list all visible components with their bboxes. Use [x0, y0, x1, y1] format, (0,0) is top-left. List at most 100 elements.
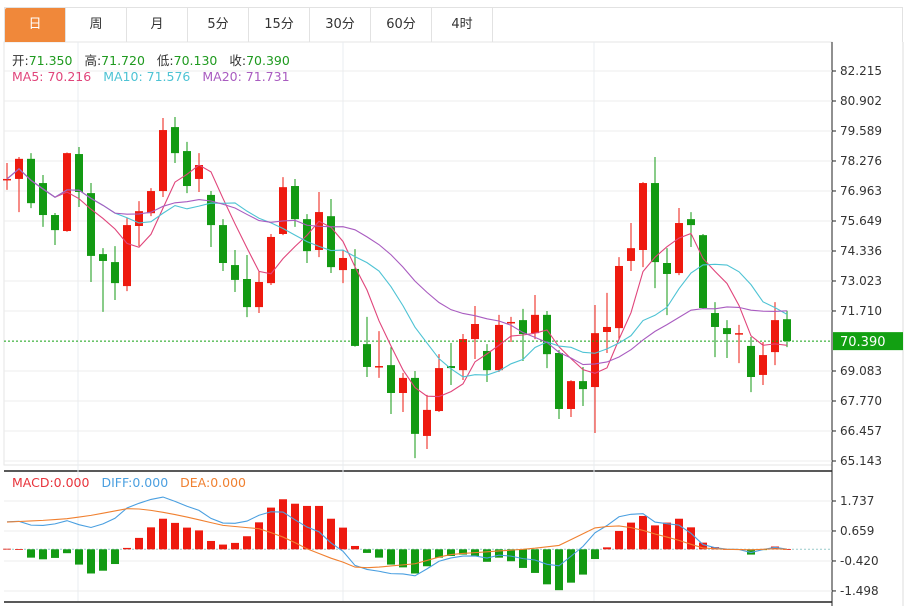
macd-bar: [783, 549, 791, 550]
macd-bar: [267, 507, 275, 550]
macd-bar: [543, 549, 551, 585]
tab-4hour[interactable]: 4时: [432, 8, 493, 42]
tab-month[interactable]: 月: [127, 8, 188, 42]
high-label: 高:: [84, 53, 102, 68]
tab-30min[interactable]: 30分: [310, 8, 371, 42]
price-axis: 82.215 80.902 79.589 78.276 76.963 75.649 74.3…: [832, 64, 903, 598]
candle-body: [387, 365, 395, 393]
grid-lines: [3, 41, 904, 606]
macd-bar: [651, 525, 659, 550]
candle-body: [363, 344, 371, 367]
candle: [747, 337, 755, 393]
tab-15min[interactable]: 15分: [249, 8, 310, 42]
macd-bar: [27, 549, 35, 558]
candle-body: [207, 194, 215, 226]
open-label: 开:: [12, 53, 29, 68]
period-tabs: 日 周 月 5分 15分 30分 60分 4时: [4, 7, 903, 42]
candle: [51, 212, 59, 245]
candle: [675, 207, 683, 276]
price-tick-label: 65.143: [840, 454, 882, 468]
candle: [699, 233, 707, 309]
candle: [255, 271, 263, 314]
dea-line: [6, 508, 788, 569]
candle: [147, 188, 155, 217]
macd-bar: [339, 527, 347, 550]
macd-bar: [147, 527, 155, 550]
candle-body: [99, 254, 107, 261]
diff-value: DIFF:0.000: [101, 475, 169, 490]
candle-body: [315, 212, 323, 250]
macd-bar: [159, 518, 167, 550]
macd-bar: [447, 549, 455, 556]
price-tick-label: 79.589: [840, 124, 882, 138]
candle: [783, 310, 791, 348]
ma10-value: MA10: 71.576: [103, 69, 191, 84]
ma5-line: [6, 164, 788, 398]
candle-body: [603, 326, 611, 332]
candle-body: [591, 333, 599, 388]
macd-tick-label: -0.420: [840, 554, 879, 568]
candle: [399, 372, 407, 412]
macd-bar: [711, 547, 719, 550]
candle-body: [279, 187, 287, 234]
price-tick-label: 78.276: [840, 154, 882, 168]
macd-bar: [675, 518, 683, 550]
last-price-label: 70.390: [840, 335, 886, 350]
candle: [87, 183, 95, 282]
macd-bar: [423, 549, 431, 567]
candle: [615, 257, 623, 340]
candle-body: [231, 265, 239, 280]
macd-bar: [87, 549, 95, 574]
price-tick-label: 73.023: [840, 274, 882, 288]
macd-bar: [63, 549, 71, 554]
macd-tick-label: -1.498: [840, 584, 879, 598]
candle: [483, 344, 491, 383]
candle-body: [699, 235, 707, 309]
macd-bar: [195, 530, 203, 550]
candle: [207, 191, 215, 248]
diff-line: [6, 496, 788, 577]
candle: [639, 182, 647, 268]
candle-body: [111, 262, 119, 284]
macd-bar: [411, 549, 419, 574]
tab-60min[interactable]: 60分: [371, 8, 432, 42]
indicator-lines: [4, 164, 832, 577]
candle: [159, 117, 167, 197]
candle-body: [759, 355, 767, 375]
candle: [471, 305, 479, 359]
candle-body: [351, 268, 359, 346]
macd-bar: [687, 527, 695, 550]
macd-bar: [363, 549, 371, 553]
candle: [279, 177, 287, 236]
macd-bar: [219, 544, 227, 550]
candle: [687, 212, 695, 248]
tab-week[interactable]: 周: [66, 8, 127, 42]
candle: [627, 223, 635, 272]
macd-bar: [531, 549, 539, 573]
candle-body: [267, 236, 275, 284]
macd-bar: [39, 549, 47, 560]
candle-body: [783, 319, 791, 342]
candle-body: [171, 127, 179, 154]
candle-body: [543, 314, 551, 355]
ma-readout: MA5: 70.216 MA10: 71.576 MA20: 71.731: [12, 69, 298, 84]
candle-body: [735, 333, 743, 335]
macd-bar: [603, 547, 611, 550]
candle: [603, 292, 611, 354]
candle-body: [651, 183, 659, 263]
candle: [579, 366, 587, 407]
macd-bar: [3, 548, 11, 550]
tab-day[interactable]: 日: [5, 8, 66, 42]
macd-bar: [231, 542, 239, 550]
macd-bar: [483, 549, 491, 562]
candle-body: [87, 193, 95, 256]
macd-bar: [123, 547, 131, 550]
price-tick-label: 67.770: [840, 394, 882, 408]
tab-5min[interactable]: 5分: [188, 8, 249, 42]
macd-bar: [171, 522, 179, 550]
macd-bar: [99, 549, 107, 571]
price-tick-label: 76.963: [840, 184, 882, 198]
candle: [735, 324, 743, 364]
candle-body: [255, 281, 263, 308]
